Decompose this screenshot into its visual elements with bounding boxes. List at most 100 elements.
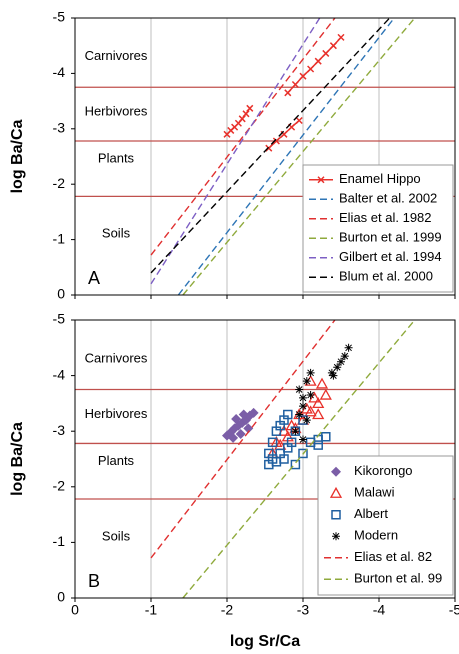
region-label: Plants [98, 453, 135, 468]
marker [313, 440, 323, 450]
marker [337, 357, 345, 366]
marker [306, 368, 315, 377]
legend-label: Kikorongo [354, 463, 413, 478]
x-tick-label: -1 [145, 602, 158, 618]
series-line [150, 17, 391, 274]
marker [286, 437, 297, 448]
y-tick-label: -3 [53, 120, 66, 136]
legend-label: Modern [354, 528, 398, 543]
marker [295, 385, 304, 394]
marker [329, 486, 343, 498]
marker [299, 393, 307, 402]
legend-label: Malawi [354, 485, 395, 500]
marker [290, 459, 301, 470]
legend-box [317, 455, 454, 596]
y-axis-title: log Ba/Ca [9, 120, 26, 194]
marker [235, 428, 246, 439]
marker [264, 448, 274, 459]
panel-label: B [88, 571, 100, 591]
marker [333, 363, 342, 372]
plot-frame [74, 319, 456, 599]
series-line [182, 17, 416, 296]
legend-label: Burton et al. 99 [354, 571, 442, 586]
y-tick-label: -1 [53, 230, 66, 246]
marker [238, 409, 249, 420]
marker [312, 408, 325, 420]
x-tick-label: -4 [373, 602, 386, 618]
marker [304, 405, 317, 417]
legend-label: Burton et al. 1999 [339, 230, 442, 245]
marker [267, 437, 278, 448]
y-tick-label: -1 [53, 533, 66, 549]
marker [307, 65, 315, 73]
marker [291, 427, 300, 436]
marker [337, 33, 345, 41]
plot-frame [74, 17, 456, 296]
legend-label: Enamel Hippo [339, 171, 421, 186]
x-tick-label: -2 [221, 602, 234, 618]
marker [279, 415, 289, 425]
marker [272, 137, 280, 145]
marker [284, 89, 292, 97]
marker [298, 448, 308, 459]
marker [329, 371, 338, 380]
marker [299, 402, 307, 411]
series-line [177, 17, 395, 296]
marker [340, 352, 349, 361]
marker [246, 104, 254, 112]
marker [238, 115, 246, 123]
marker [279, 454, 289, 464]
marker [295, 116, 303, 125]
marker [302, 416, 311, 425]
region-label: Soils [102, 225, 131, 240]
panel-label: A [88, 268, 100, 288]
y-tick-label: -5 [53, 311, 66, 327]
marker [329, 42, 337, 50]
legend-label: Elias et al. 82 [354, 549, 432, 564]
series-line [150, 17, 336, 256]
marker [299, 435, 307, 444]
series-line [150, 319, 336, 559]
marker [327, 368, 336, 377]
series-line [182, 319, 416, 599]
region-label: Herbivores [85, 104, 148, 119]
marker [228, 432, 239, 443]
legend-label: Balter et al. 2002 [339, 191, 437, 206]
region-label: Soils [102, 528, 131, 543]
legend-label: Albert [354, 506, 388, 521]
marker [317, 176, 325, 184]
region-label: Plants [98, 151, 135, 166]
marker [319, 388, 332, 400]
y-tick-label: 0 [57, 589, 65, 605]
y-tick-label: -3 [53, 422, 66, 438]
x-tick-label: -5 [449, 602, 459, 618]
marker [344, 343, 353, 352]
marker [291, 80, 299, 89]
region-label: Carnivores [85, 350, 148, 365]
marker [300, 402, 313, 414]
x-axis-title: log Sr/Ca [230, 633, 300, 650]
legend-label: Blum et al. 2000 [339, 269, 433, 284]
marker [242, 110, 250, 118]
marker [308, 391, 321, 403]
marker [231, 413, 242, 424]
marker [295, 410, 304, 419]
marker [243, 423, 254, 434]
legend-label: Gilbert et al. 1994 [339, 249, 442, 264]
marker [271, 426, 282, 436]
marker [312, 397, 325, 409]
region-label: Carnivores [85, 48, 148, 63]
y-tick-label: -2 [53, 478, 66, 494]
marker [322, 49, 330, 57]
y-axis-title: log Ba/Ca [9, 422, 26, 496]
legend-box [302, 164, 454, 293]
series-line [150, 17, 321, 285]
y-tick-label: -4 [53, 366, 66, 382]
x-tick-label: -3 [297, 602, 310, 618]
marker [315, 377, 329, 389]
marker [299, 72, 307, 80]
y-tick-label: 0 [57, 286, 65, 302]
marker [321, 432, 331, 442]
legend-label: Elias et al. 1982 [339, 210, 432, 225]
